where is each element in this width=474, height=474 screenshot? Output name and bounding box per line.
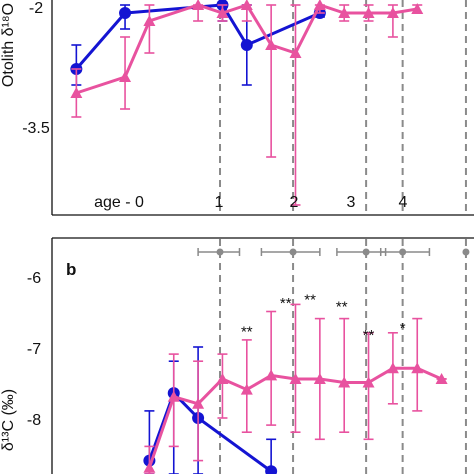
- data-point-triangle: [216, 372, 229, 384]
- data-point-triangle: [386, 7, 399, 18]
- panel-a-series: [70, 0, 424, 206]
- data-point-triangle: [338, 376, 351, 388]
- age-label-0: age - 0: [94, 194, 144, 211]
- data-point-triangle: [143, 461, 156, 473]
- data-point-triangle: [265, 369, 278, 381]
- panel-b-series: [143, 303, 448, 474]
- panel-a-dividers: [219, 0, 467, 215]
- panel-b-ytick-label: -8: [27, 412, 41, 429]
- data-point-triangle: [167, 390, 180, 402]
- data-point-triangle: [289, 47, 302, 58]
- data-point-triangle: [192, 0, 205, 10]
- data-point-triangle: [362, 7, 375, 18]
- data-point-triangle: [289, 372, 302, 384]
- data-point-triangle: [313, 0, 326, 10]
- data-point-triangle: [338, 7, 351, 18]
- data-point-triangle: [435, 372, 448, 384]
- data-point-triangle: [265, 39, 278, 50]
- data-point-triangle: [411, 3, 424, 14]
- data-point-triangle: [70, 87, 83, 98]
- interval-point: [216, 248, 224, 256]
- panel-b-ytick-label: -6: [27, 270, 41, 287]
- data-point-triangle: [240, 383, 253, 395]
- panel-b-dividers: [219, 239, 467, 474]
- panel-a-ytick-label: -3.5: [22, 120, 50, 137]
- data-point-circle: [265, 465, 278, 474]
- significance-label: **: [304, 291, 316, 308]
- interval-point: [289, 248, 297, 256]
- data-point-triangle: [119, 71, 132, 82]
- interval-point: [462, 248, 470, 256]
- data-point-triangle: [143, 15, 156, 26]
- panel-a-ytick-label: -2: [29, 0, 43, 17]
- data-point-triangle: [362, 376, 375, 388]
- panel-b: b -6 -7 -8 δ¹³C (‰) **** ** **** *: [0, 237, 474, 474]
- data-point-circle: [240, 39, 253, 51]
- data-point-circle: [119, 7, 132, 19]
- panel-b-y-axis-label: δ¹³C (‰): [0, 389, 17, 451]
- significance-label: *: [400, 320, 406, 337]
- data-point-triangle: [240, 0, 253, 10]
- interval-point: [399, 248, 407, 256]
- age-label-2: 2: [290, 194, 299, 211]
- panel-b-top-intervals: [197, 248, 470, 256]
- data-point-triangle: [386, 362, 399, 374]
- panel-b-ytick-label: -7: [27, 341, 41, 358]
- data-point-triangle: [216, 7, 229, 18]
- panel-b-significance: **** ** **** *: [241, 291, 406, 344]
- age-label-1: 1: [215, 194, 224, 211]
- data-point-triangle: [313, 372, 326, 384]
- age-label-3: 3: [347, 194, 356, 211]
- data-point-triangle: [192, 397, 205, 409]
- data-point-triangle: [411, 362, 424, 374]
- significance-label: **: [241, 323, 253, 340]
- significance-label: **: [363, 327, 375, 344]
- panel-a: -2 -3.5 Otolith δ¹⁸O age - 0 1 2 3 4: [0, 0, 474, 216]
- interval-point: [362, 248, 370, 256]
- significance-label: **: [336, 299, 348, 316]
- significance-label: **: [280, 295, 292, 312]
- series-line: [147, 390, 273, 473]
- panel-a-y-axis-label: Otolith δ¹⁸O: [0, 3, 17, 87]
- panel-b-letter: b: [66, 260, 76, 279]
- age-label-4: 4: [399, 194, 408, 211]
